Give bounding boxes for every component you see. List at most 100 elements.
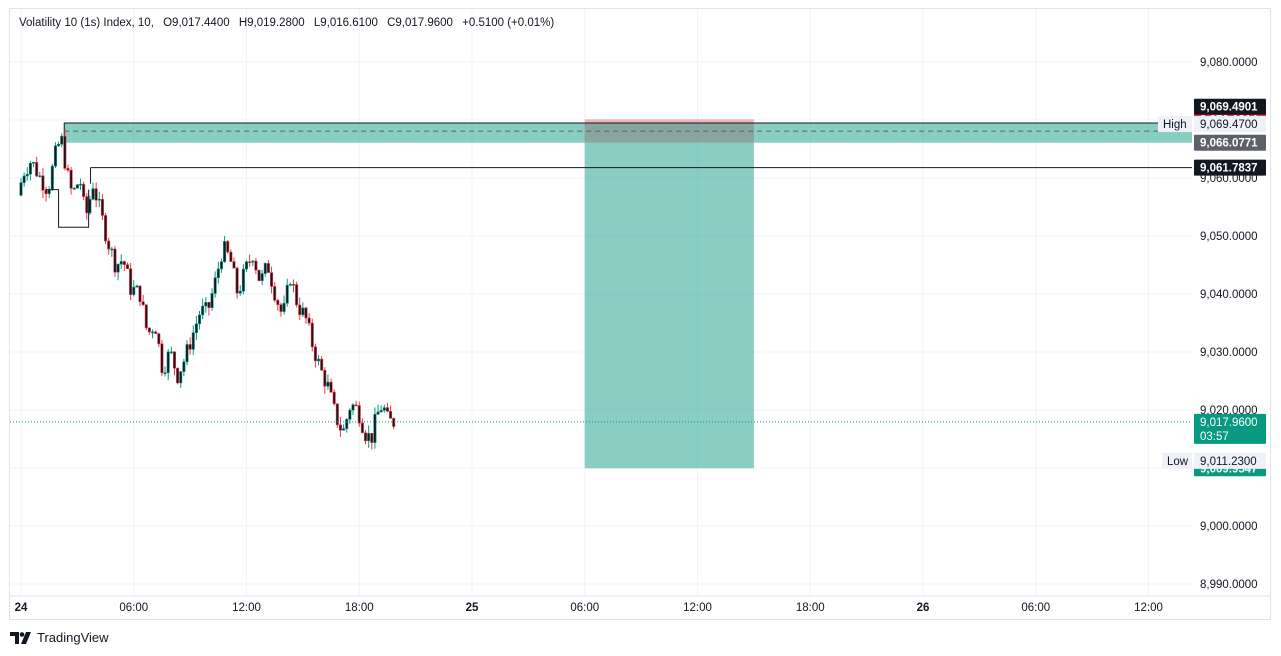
- grid-layer: [10, 9, 1270, 597]
- candle-body: [360, 422, 364, 434]
- candle-body: [263, 263, 267, 274]
- candle-body: [194, 323, 198, 333]
- high-value-label: 9,069.4700: [1200, 119, 1258, 131]
- candle-body: [104, 215, 108, 242]
- candle-body: [326, 381, 330, 387]
- candle-body: [125, 264, 129, 270]
- candle-body: [53, 145, 57, 167]
- candle-body: [229, 251, 233, 262]
- candle-body: [226, 241, 230, 253]
- candle-body: [338, 424, 342, 431]
- last-price-label: 9,017.9600: [1200, 417, 1258, 429]
- candle-body: [85, 196, 89, 214]
- low-tag: Low: [1167, 456, 1189, 468]
- price-tick-label: 9,000.0000: [1200, 521, 1258, 533]
- line-layer: [10, 130, 1192, 423]
- candle-body: [60, 135, 64, 145]
- candle-body: [32, 162, 36, 164]
- tradingview-brand-text: TradingView: [37, 630, 109, 645]
- candle-body: [169, 351, 173, 354]
- candle-body: [75, 184, 79, 189]
- candle-body: [191, 332, 195, 350]
- time-tick-label: 06:00: [119, 602, 148, 614]
- position-target-zone: [584, 142, 754, 469]
- candle-body: [141, 301, 145, 306]
- price-tick-label: 9,080.0000: [1200, 57, 1258, 69]
- candle-body: [188, 344, 192, 350]
- symbol-legend: Volatility 10 (1s) Index, 10, O9,017.440…: [19, 17, 560, 29]
- zone-bottom-price-label-bg: [1194, 134, 1266, 151]
- legend-high: H9,019.2800: [238, 17, 305, 29]
- order-block-zone: [64, 122, 1193, 143]
- chart-frame: [9, 8, 1271, 620]
- candle-body: [257, 269, 261, 282]
- candle-body: [245, 261, 249, 270]
- candle-body: [72, 187, 76, 190]
- candle-body: [389, 411, 393, 419]
- candle-body: [154, 331, 158, 334]
- candle-body: [320, 358, 324, 371]
- candle-body: [129, 268, 133, 295]
- candle-body: [94, 188, 98, 201]
- candle-body: [379, 410, 383, 413]
- candle-body: [147, 327, 151, 333]
- price-axis[interactable]: 9,080.0000 9,060.0000 9,050.0000 9,040.0000…: [1158, 57, 1266, 591]
- level-price-label-bg: [1194, 159, 1266, 176]
- price-tick-label: 9,030.0000: [1200, 347, 1258, 359]
- candle-body: [276, 300, 280, 305]
- candle-body: [91, 188, 95, 200]
- candle-body: [323, 369, 327, 387]
- time-axis[interactable]: 24 06:00 12:00 18:00 25 06:00 12:00 18:00 26 06:0…: [15, 602, 1163, 614]
- candle-body: [66, 168, 70, 171]
- candlestick-chart[interactable]: 9,080.0000 9,060.0000 9,050.0000 9,040.0000…: [0, 0, 1281, 625]
- candle-body: [248, 261, 252, 264]
- candle-body: [38, 175, 42, 178]
- low-value-label: 9,011.2300: [1200, 456, 1257, 468]
- candle-body: [157, 333, 161, 345]
- candle-body: [69, 169, 73, 189]
- candle-body: [204, 302, 208, 307]
- candle-body: [213, 277, 217, 294]
- candle-body: [210, 293, 214, 308]
- candle-body: [304, 307, 308, 319]
- legend-open: O9,017.4400: [163, 17, 230, 29]
- candle-body: [288, 283, 292, 286]
- candle-body: [100, 198, 104, 216]
- legend-change: +0.5100 (+0.01%): [462, 17, 555, 29]
- candle-body: [47, 189, 51, 195]
- zone-top-price-label-bg: [1194, 98, 1266, 115]
- candle-body: [207, 302, 211, 308]
- time-tick-label: 24: [15, 602, 28, 614]
- price-tick-label: 8,990.0000: [1200, 579, 1258, 591]
- candle-body: [122, 261, 126, 265]
- candle-body: [185, 344, 189, 363]
- time-tick-label: 06:00: [570, 602, 599, 614]
- time-tick-label: 12:00: [232, 602, 261, 614]
- legend-symbol[interactable]: Volatility 10 (1s) Index, 10,: [19, 17, 154, 29]
- candle-body: [201, 305, 205, 316]
- candle-body: [332, 391, 336, 405]
- candle-body: [385, 407, 389, 412]
- zone-bottom-price-label: 9,066.0771: [1200, 138, 1258, 150]
- candle-body: [270, 272, 274, 287]
- candle-body: [198, 314, 202, 325]
- candle-body: [307, 317, 311, 324]
- time-tick-label: 06:00: [1021, 602, 1050, 614]
- candle-body: [57, 143, 61, 147]
- zone-layer: [63, 119, 1193, 469]
- candle-body: [357, 405, 361, 424]
- candle-body: [279, 304, 283, 312]
- candle-body: [176, 367, 180, 384]
- price-tick-label: 9,060.0000: [1200, 173, 1258, 185]
- legend-close: C9,017.9600: [387, 17, 453, 29]
- price-tick-label: 9,040.0000: [1200, 289, 1258, 301]
- candle-body: [260, 273, 264, 282]
- tradingview-logo[interactable]: TradingView: [10, 630, 109, 645]
- last-price-label-bg: [1194, 413, 1266, 444]
- candle-body: [364, 432, 368, 442]
- time-tick-label: 26: [917, 602, 930, 614]
- candle-body: [25, 173, 29, 177]
- candle-body: [44, 189, 48, 195]
- time-tick-label: 18:00: [345, 602, 374, 614]
- hl-value-bg: [1194, 452, 1266, 469]
